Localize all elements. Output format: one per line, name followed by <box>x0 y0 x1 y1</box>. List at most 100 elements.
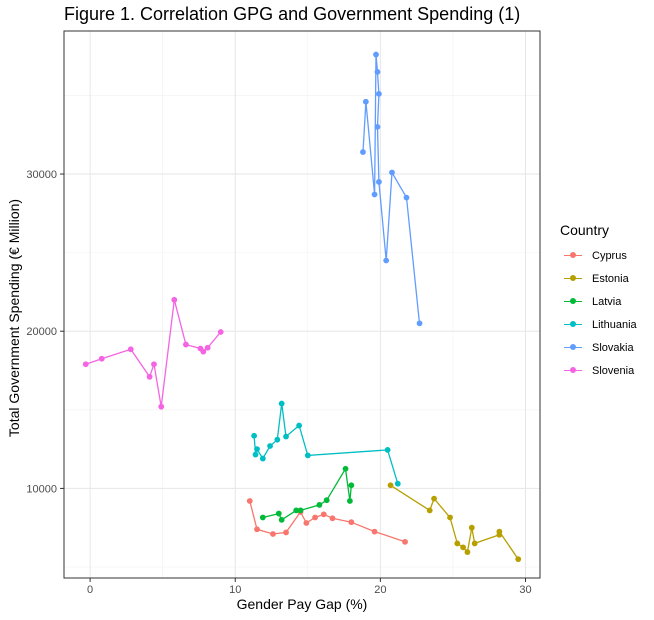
axes: 0 10 20 30 10000 20000 30000 <box>26 30 541 596</box>
data-point <box>387 482 394 489</box>
data-point <box>296 422 302 429</box>
data-point <box>402 538 408 545</box>
data-point <box>267 443 273 449</box>
data-point <box>323 497 330 504</box>
data-point <box>303 520 310 526</box>
data-point <box>316 502 323 508</box>
data-point <box>376 178 382 185</box>
data-point <box>158 403 165 410</box>
series-lithuania <box>251 400 401 487</box>
y-tick-label: 10000 <box>26 483 57 495</box>
data-point <box>217 329 224 335</box>
data-point <box>373 51 379 58</box>
data-point <box>389 169 395 176</box>
data-point <box>82 361 89 368</box>
legend-item-latvia: Latvia <box>560 290 637 313</box>
data-point <box>460 544 466 551</box>
data-point <box>270 531 276 537</box>
legend-item-slovenia: Slovenia <box>560 359 637 382</box>
data-point <box>383 257 390 264</box>
data-point <box>348 482 355 489</box>
legend-item-estonia: Estonia <box>560 267 637 290</box>
data-point <box>374 123 381 130</box>
series-latvia <box>259 465 355 523</box>
data-point <box>283 433 289 440</box>
data-point <box>431 495 437 502</box>
chart-title: Figure 1. Correlation GPG and Government… <box>64 4 521 24</box>
data-point <box>416 320 423 327</box>
data-point <box>394 480 401 487</box>
data-point <box>371 191 378 198</box>
y-tick-label: 20000 <box>26 326 57 338</box>
data-point <box>447 514 453 521</box>
data-point <box>403 194 410 201</box>
data-point <box>312 514 318 521</box>
legend-key <box>560 290 586 313</box>
series-line <box>262 466 352 521</box>
data-point <box>374 68 381 75</box>
data-point <box>293 507 300 514</box>
data-point <box>98 355 105 362</box>
legend-key <box>560 267 586 290</box>
x-tick-label: 20 <box>374 584 386 596</box>
data-point <box>360 149 366 155</box>
data-point <box>362 98 369 105</box>
plot-panel <box>64 31 540 578</box>
legend-label: Lithuania <box>592 318 637 331</box>
x-tick-label: 10 <box>229 584 241 596</box>
data-point <box>371 528 378 535</box>
data-point <box>464 549 471 555</box>
data-point <box>297 507 304 514</box>
x-axis-title: Gender Pay Gap (%) <box>236 596 368 612</box>
x-tick-label: 0 <box>87 584 93 596</box>
data-point <box>376 90 382 97</box>
legend-label: Latvia <box>592 295 622 308</box>
data-point <box>254 446 260 453</box>
legend-item-slovakia: Slovakia <box>560 336 637 359</box>
data-point <box>471 540 478 547</box>
data-point <box>151 361 157 368</box>
legend-label: Cyprus <box>592 249 627 262</box>
data-point <box>259 455 266 462</box>
data-point <box>171 296 178 303</box>
data-point <box>200 348 207 355</box>
legend-key <box>560 313 586 336</box>
legend-item-cyprus: Cyprus <box>560 244 637 267</box>
legend-key <box>560 244 586 267</box>
data-point <box>320 511 327 518</box>
data-point <box>384 446 391 453</box>
panel-border <box>63 30 541 579</box>
data-point <box>426 507 433 514</box>
data-point <box>342 465 349 472</box>
legend-item-lithuania: Lithuania <box>560 313 637 336</box>
y-tick-label: 30000 <box>26 169 57 181</box>
data-point <box>275 510 282 517</box>
legend-label: Slovakia <box>592 341 634 354</box>
data-point <box>329 515 336 522</box>
series-cyprus <box>246 498 408 545</box>
series-line <box>362 54 421 324</box>
data-point <box>304 452 311 459</box>
data-point <box>346 498 353 504</box>
data-point <box>278 400 285 407</box>
data-point <box>204 344 211 351</box>
y-axis-title: Total Government Spending (€ Million) <box>6 198 22 438</box>
series-estonia <box>387 482 522 563</box>
legend-key <box>560 336 586 359</box>
data-point <box>259 514 266 521</box>
data-point <box>348 519 355 526</box>
data-point <box>496 528 503 535</box>
data-point <box>274 436 281 443</box>
series-slovenia <box>82 296 224 410</box>
data-point <box>254 526 260 533</box>
data-point <box>246 498 253 504</box>
legend-title: Country <box>560 222 610 238</box>
legend-label: Estonia <box>592 272 629 285</box>
data-point <box>146 373 153 380</box>
legend-key <box>560 359 586 382</box>
data-point <box>515 556 522 563</box>
data-point <box>183 341 189 348</box>
series-slovakia <box>360 51 423 327</box>
data-point <box>454 540 461 547</box>
